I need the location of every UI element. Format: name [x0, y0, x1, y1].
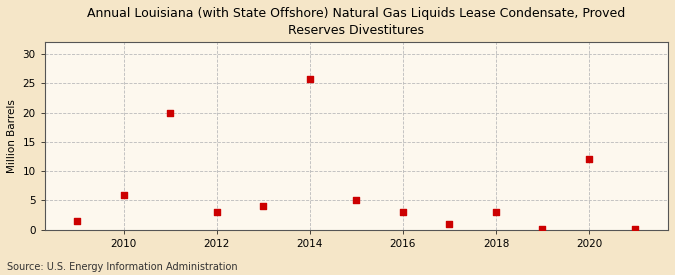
Text: Source: U.S. Energy Information Administration: Source: U.S. Energy Information Administ… — [7, 262, 238, 272]
Point — [211, 210, 222, 214]
Point — [491, 210, 502, 214]
Point — [258, 204, 269, 208]
Point — [72, 219, 83, 223]
Point — [584, 157, 595, 162]
Point — [351, 198, 362, 203]
Point — [304, 77, 315, 81]
Point — [630, 226, 641, 231]
Y-axis label: Million Barrels: Million Barrels — [7, 99, 17, 173]
Point — [118, 192, 129, 197]
Point — [537, 226, 548, 231]
Point — [444, 222, 455, 226]
Point — [398, 210, 408, 214]
Title: Annual Louisiana (with State Offshore) Natural Gas Liquids Lease Condensate, Pro: Annual Louisiana (with State Offshore) N… — [87, 7, 626, 37]
Point — [165, 110, 176, 115]
